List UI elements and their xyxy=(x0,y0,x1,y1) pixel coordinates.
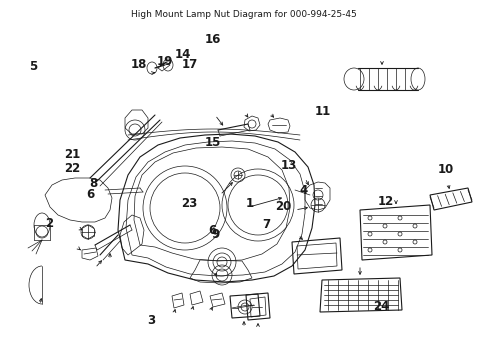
Text: 15: 15 xyxy=(204,136,221,149)
Text: 12: 12 xyxy=(377,195,394,208)
Text: 21: 21 xyxy=(64,148,81,161)
Text: 24: 24 xyxy=(372,300,389,312)
Text: 2: 2 xyxy=(45,217,53,230)
Text: 13: 13 xyxy=(280,159,296,172)
Text: High Mount Lamp Nut Diagram for 000-994-25-45: High Mount Lamp Nut Diagram for 000-994-… xyxy=(131,10,356,19)
Text: 20: 20 xyxy=(275,201,291,213)
Text: 17: 17 xyxy=(181,58,198,71)
Text: 11: 11 xyxy=(314,105,330,118)
Text: 6: 6 xyxy=(208,224,216,237)
Text: 22: 22 xyxy=(64,162,81,175)
Text: 23: 23 xyxy=(181,197,198,210)
Text: 10: 10 xyxy=(437,163,453,176)
Text: 16: 16 xyxy=(204,33,221,46)
Text: 8: 8 xyxy=(89,177,97,190)
Text: 19: 19 xyxy=(157,55,173,68)
Text: 18: 18 xyxy=(131,58,147,71)
Text: 6: 6 xyxy=(86,188,94,201)
Text: 4: 4 xyxy=(299,184,306,197)
Text: 5: 5 xyxy=(29,60,37,73)
Text: 7: 7 xyxy=(262,219,270,231)
Text: 14: 14 xyxy=(175,48,191,60)
Text: 3: 3 xyxy=(147,314,155,327)
Text: 9: 9 xyxy=(211,228,219,240)
Text: 1: 1 xyxy=(245,197,253,210)
